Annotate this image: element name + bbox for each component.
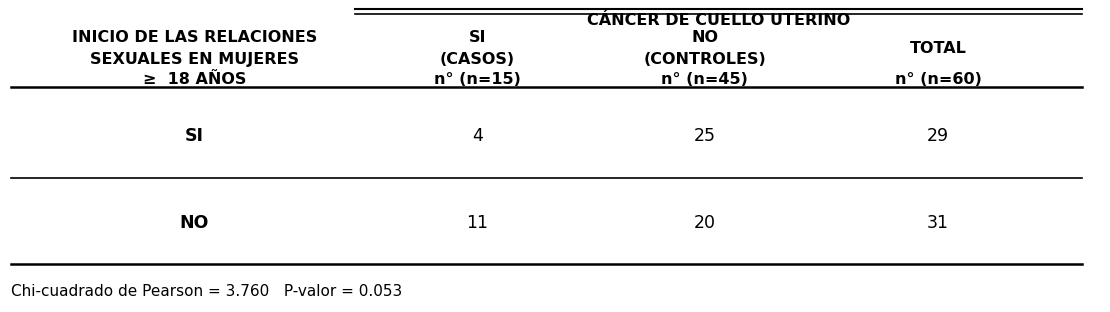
Text: INICIO DE LAS RELACIONES: INICIO DE LAS RELACIONES bbox=[72, 30, 316, 45]
Text: SEXUALES EN MUJERES: SEXUALES EN MUJERES bbox=[90, 52, 299, 67]
Text: n° (n=45): n° (n=45) bbox=[662, 72, 748, 87]
Text: n° (n=15): n° (n=15) bbox=[434, 72, 521, 87]
Text: Chi-cuadrado de Pearson = 3.760   P-valor = 0.053: Chi-cuadrado de Pearson = 3.760 P-valor … bbox=[11, 284, 402, 299]
Text: ≥  18 AÑOS: ≥ 18 AÑOS bbox=[142, 72, 246, 87]
Text: SI: SI bbox=[468, 30, 486, 45]
Text: 11: 11 bbox=[466, 214, 488, 232]
Text: 25: 25 bbox=[694, 127, 716, 145]
Text: 31: 31 bbox=[927, 214, 949, 232]
Text: SI: SI bbox=[184, 127, 204, 145]
Text: 20: 20 bbox=[694, 214, 716, 232]
Text: 4: 4 bbox=[472, 127, 483, 145]
Text: n° (n=60): n° (n=60) bbox=[895, 72, 981, 87]
Text: NO: NO bbox=[692, 30, 718, 45]
Text: NO: NO bbox=[180, 214, 209, 232]
Text: (CONTROLES): (CONTROLES) bbox=[644, 52, 766, 67]
Text: (CASOS): (CASOS) bbox=[440, 52, 515, 67]
Text: 29: 29 bbox=[927, 127, 949, 145]
Text: TOTAL: TOTAL bbox=[909, 41, 967, 56]
Text: CÁNCER DE CUELLO UTERINO: CÁNCER DE CUELLO UTERINO bbox=[587, 13, 850, 28]
